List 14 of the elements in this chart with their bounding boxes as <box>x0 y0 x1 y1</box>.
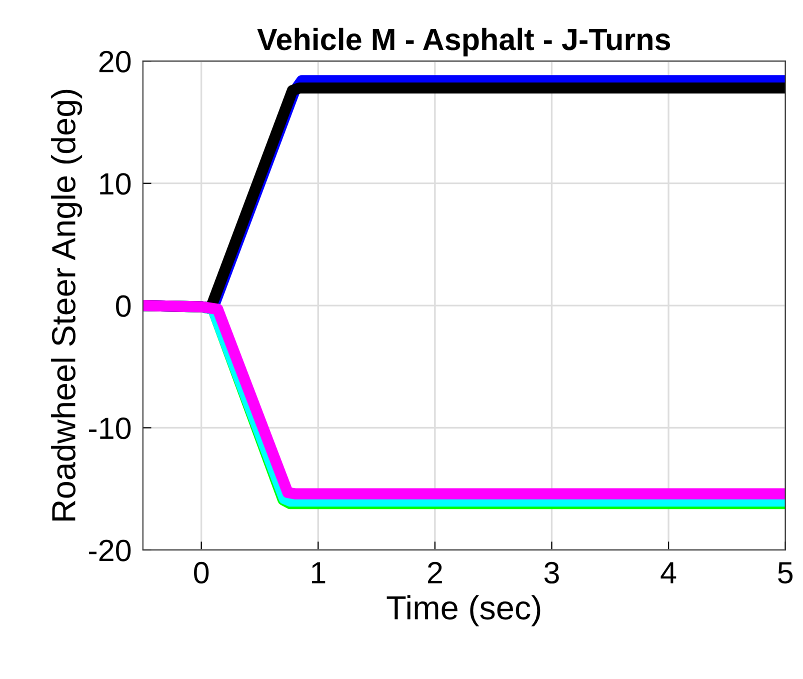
x-tick-label: 5 <box>778 562 793 584</box>
y-tick-label: 0 <box>116 295 131 317</box>
x-axis-title: Time (sec) <box>386 595 540 626</box>
y-tick-label: 20 <box>99 50 131 72</box>
x-tick-label: 2 <box>428 562 442 584</box>
y-tick-label: 10 <box>100 173 131 195</box>
x-tick-label: 0 <box>194 562 209 584</box>
y-tick-label: -20 <box>89 540 131 562</box>
x-tick-label: 3 <box>544 562 559 584</box>
x-tick-label: 1 <box>312 562 326 584</box>
chart-title: Vehicle M - Asphalt - J-Turns <box>257 28 670 56</box>
x-tick-label: 4 <box>660 562 676 584</box>
y-tick-label: -10 <box>89 418 131 440</box>
y-axis-title: Roadwheel Steer Angle (deg) <box>51 90 82 521</box>
